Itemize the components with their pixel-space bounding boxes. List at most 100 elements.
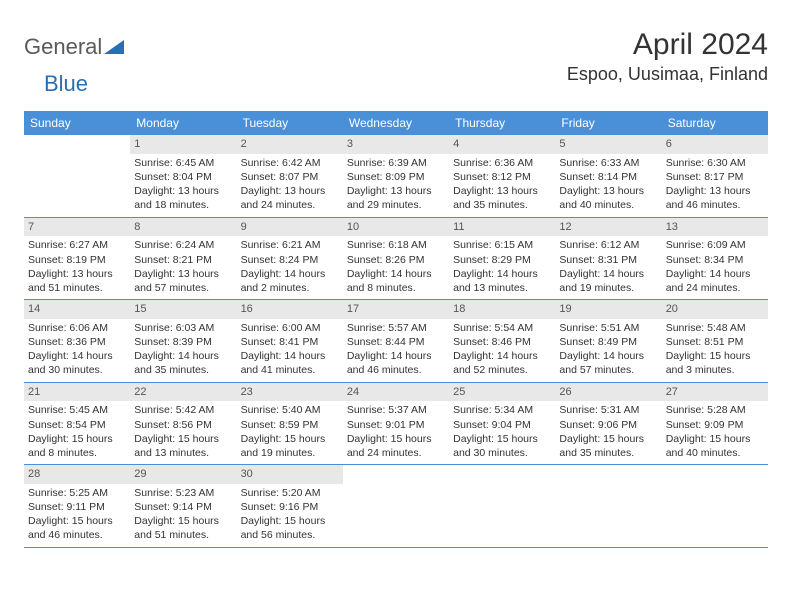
day-cell: 22Sunrise: 5:42 AMSunset: 8:56 PMDayligh… — [130, 383, 236, 465]
day-cell: 27Sunrise: 5:28 AMSunset: 9:09 PMDayligh… — [662, 383, 768, 465]
day-cell: 18Sunrise: 5:54 AMSunset: 8:46 PMDayligh… — [449, 300, 555, 382]
day-d1: Daylight: 14 hours — [453, 267, 551, 281]
day-d1: Daylight: 14 hours — [666, 267, 764, 281]
day-d1: Daylight: 15 hours — [241, 514, 339, 528]
day-d2: and 13 minutes. — [134, 446, 232, 460]
day-sunrise: Sunrise: 6:39 AM — [347, 156, 445, 170]
day-number: 2 — [237, 135, 343, 154]
day-sunset: Sunset: 8:12 PM — [453, 170, 551, 184]
day-sunset: Sunset: 8:34 PM — [666, 253, 764, 267]
day-cell: 2Sunrise: 6:42 AMSunset: 8:07 PMDaylight… — [237, 135, 343, 217]
day-sunset: Sunset: 9:09 PM — [666, 418, 764, 432]
day-sunrise: Sunrise: 5:20 AM — [241, 486, 339, 500]
day-d2: and 24 minutes. — [666, 281, 764, 295]
day-number: 23 — [237, 383, 343, 402]
day-d2: and 57 minutes. — [559, 363, 657, 377]
day-sunrise: Sunrise: 6:36 AM — [453, 156, 551, 170]
day-cell: 3Sunrise: 6:39 AMSunset: 8:09 PMDaylight… — [343, 135, 449, 217]
day-sunset: Sunset: 9:11 PM — [28, 500, 126, 514]
day-cell: 21Sunrise: 5:45 AMSunset: 8:54 PMDayligh… — [24, 383, 130, 465]
day-d1: Daylight: 14 hours — [347, 349, 445, 363]
week-row: 1Sunrise: 6:45 AMSunset: 8:04 PMDaylight… — [24, 135, 768, 218]
logo: General — [24, 28, 126, 60]
day-sunset: Sunset: 8:14 PM — [559, 170, 657, 184]
week-row: 7Sunrise: 6:27 AMSunset: 8:19 PMDaylight… — [24, 218, 768, 301]
day-number: 6 — [662, 135, 768, 154]
day-cell: 12Sunrise: 6:12 AMSunset: 8:31 PMDayligh… — [555, 218, 661, 300]
day-cell — [662, 465, 768, 547]
day-cell: 15Sunrise: 6:03 AMSunset: 8:39 PMDayligh… — [130, 300, 236, 382]
day-d1: Daylight: 13 hours — [453, 184, 551, 198]
day-sunrise: Sunrise: 6:30 AM — [666, 156, 764, 170]
day-sunset: Sunset: 9:16 PM — [241, 500, 339, 514]
day-sunrise: Sunrise: 5:28 AM — [666, 403, 764, 417]
day-cell: 8Sunrise: 6:24 AMSunset: 8:21 PMDaylight… — [130, 218, 236, 300]
day-sunrise: Sunrise: 6:15 AM — [453, 238, 551, 252]
day-d1: Daylight: 14 hours — [559, 267, 657, 281]
day-d1: Daylight: 13 hours — [134, 267, 232, 281]
day-sunrise: Sunrise: 5:51 AM — [559, 321, 657, 335]
day-sunrise: Sunrise: 6:24 AM — [134, 238, 232, 252]
day-sunrise: Sunrise: 5:40 AM — [241, 403, 339, 417]
day-sunset: Sunset: 8:46 PM — [453, 335, 551, 349]
day-d2: and 24 minutes. — [347, 446, 445, 460]
day-sunrise: Sunrise: 6:03 AM — [134, 321, 232, 335]
day-number: 9 — [237, 218, 343, 237]
day-number: 30 — [237, 465, 343, 484]
day-number: 3 — [343, 135, 449, 154]
day-d1: Daylight: 15 hours — [666, 432, 764, 446]
day-number: 28 — [24, 465, 130, 484]
day-sunrise: Sunrise: 5:42 AM — [134, 403, 232, 417]
day-d1: Daylight: 15 hours — [134, 514, 232, 528]
day-cell: 6Sunrise: 6:30 AMSunset: 8:17 PMDaylight… — [662, 135, 768, 217]
day-d1: Daylight: 15 hours — [28, 514, 126, 528]
day-sunset: Sunset: 8:07 PM — [241, 170, 339, 184]
day-d2: and 2 minutes. — [241, 281, 339, 295]
day-d2: and 35 minutes. — [453, 198, 551, 212]
day-sunrise: Sunrise: 6:42 AM — [241, 156, 339, 170]
day-header: Thursday — [449, 111, 555, 135]
day-d2: and 24 minutes. — [241, 198, 339, 212]
day-number: 10 — [343, 218, 449, 237]
logo-word1: General — [24, 34, 102, 60]
day-cell: 20Sunrise: 5:48 AMSunset: 8:51 PMDayligh… — [662, 300, 768, 382]
day-number: 4 — [449, 135, 555, 154]
day-cell: 28Sunrise: 5:25 AMSunset: 9:11 PMDayligh… — [24, 465, 130, 547]
day-sunset: Sunset: 9:04 PM — [453, 418, 551, 432]
day-d1: Daylight: 15 hours — [28, 432, 126, 446]
day-d1: Daylight: 15 hours — [559, 432, 657, 446]
day-d2: and 19 minutes. — [559, 281, 657, 295]
day-d2: and 52 minutes. — [453, 363, 551, 377]
day-cell — [24, 135, 130, 217]
logo-triangle-icon — [104, 34, 124, 60]
day-cell — [343, 465, 449, 547]
day-sunset: Sunset: 8:39 PM — [134, 335, 232, 349]
day-number: 20 — [662, 300, 768, 319]
day-sunset: Sunset: 9:06 PM — [559, 418, 657, 432]
day-header: Friday — [555, 111, 661, 135]
day-d1: Daylight: 14 hours — [241, 267, 339, 281]
day-number: 5 — [555, 135, 661, 154]
day-d1: Daylight: 13 hours — [134, 184, 232, 198]
day-sunset: Sunset: 8:54 PM — [28, 418, 126, 432]
day-sunset: Sunset: 8:59 PM — [241, 418, 339, 432]
day-cell: 16Sunrise: 6:00 AMSunset: 8:41 PMDayligh… — [237, 300, 343, 382]
day-d1: Daylight: 14 hours — [453, 349, 551, 363]
day-sunrise: Sunrise: 6:12 AM — [559, 238, 657, 252]
day-d1: Daylight: 14 hours — [28, 349, 126, 363]
day-sunset: Sunset: 8:44 PM — [347, 335, 445, 349]
day-d1: Daylight: 14 hours — [241, 349, 339, 363]
day-number: 22 — [130, 383, 236, 402]
day-d2: and 46 minutes. — [666, 198, 764, 212]
day-number: 8 — [130, 218, 236, 237]
day-sunrise: Sunrise: 6:27 AM — [28, 238, 126, 252]
day-d1: Daylight: 15 hours — [347, 432, 445, 446]
day-sunset: Sunset: 8:51 PM — [666, 335, 764, 349]
day-cell: 25Sunrise: 5:34 AMSunset: 9:04 PMDayligh… — [449, 383, 555, 465]
day-sunset: Sunset: 8:29 PM — [453, 253, 551, 267]
day-cell: 5Sunrise: 6:33 AMSunset: 8:14 PMDaylight… — [555, 135, 661, 217]
day-sunrise: Sunrise: 5:54 AM — [453, 321, 551, 335]
day-d2: and 30 minutes. — [28, 363, 126, 377]
day-sunrise: Sunrise: 6:21 AM — [241, 238, 339, 252]
day-cell: 30 Sunrise: 5:20 AMSunset: 9:16 PMDayligh… — [237, 465, 343, 547]
